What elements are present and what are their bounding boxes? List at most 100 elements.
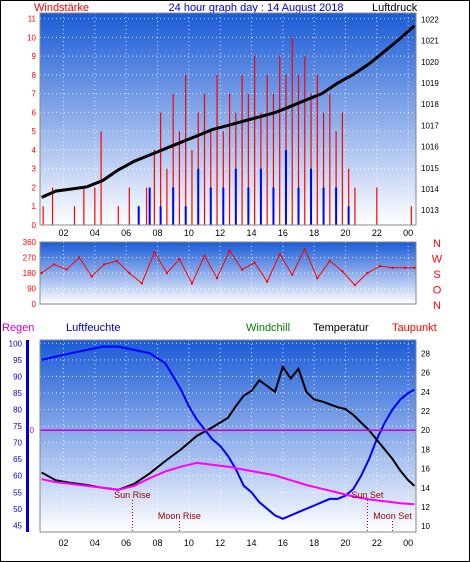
temperature-tick-label: 24 xyxy=(421,388,430,397)
x-tick-label: 16 xyxy=(278,538,288,548)
direction-tick-label: 180 xyxy=(23,269,37,278)
event-label: Moon Set xyxy=(373,511,412,521)
direction-point xyxy=(128,271,131,275)
direction-tick-label: 270 xyxy=(23,254,37,263)
wind-tick-label: 10 xyxy=(27,33,36,42)
direction-tick-label: 360 xyxy=(23,238,37,247)
direction-point xyxy=(215,276,219,280)
pressure-tick-label: 1017 xyxy=(421,121,439,130)
x-tick-label: 22 xyxy=(372,228,382,238)
direction-point xyxy=(203,254,206,257)
direction-point xyxy=(153,251,156,254)
humidity-tick-label: 60 xyxy=(13,472,22,481)
wind-tick-label: 2 xyxy=(32,183,37,192)
direction-point xyxy=(240,268,244,271)
wind-tick-label: 6 xyxy=(32,108,37,117)
humidity-tick-label: 80 xyxy=(13,406,22,415)
pressure-line xyxy=(40,24,416,199)
x-tick-label: 20 xyxy=(340,538,350,548)
pressure-tick-label: 1013 xyxy=(421,206,439,215)
x-tick-label: 00 xyxy=(403,538,413,548)
direction-point xyxy=(378,264,382,268)
x-tick-label: 08 xyxy=(152,228,162,238)
compass-label: N xyxy=(433,300,441,312)
x-tick-label: 14 xyxy=(246,538,256,548)
wind-tick-label: 7 xyxy=(32,90,37,99)
x-tick-label: 06 xyxy=(121,228,131,238)
wind-tick-label: 1 xyxy=(32,202,37,211)
direction-point xyxy=(52,263,56,266)
x-tick-label: 02 xyxy=(58,228,68,238)
temperature-label: Temperatur xyxy=(313,322,369,334)
x-tick-label: 06 xyxy=(121,538,131,548)
humidity-tick-label: 70 xyxy=(13,439,22,448)
rain-tick-label: 0 xyxy=(30,426,35,435)
wind-tick-label: 4 xyxy=(32,146,37,155)
humidity-tick-label: 100 xyxy=(9,339,23,348)
humidity-tick-label: 95 xyxy=(13,356,22,365)
dewpoint-line xyxy=(41,461,415,506)
wind-direction-series xyxy=(40,247,416,287)
pressure-axis-title: Luftdruck xyxy=(372,2,418,14)
wind-pressure-series xyxy=(40,24,416,225)
pressure-tick-label: 1016 xyxy=(421,143,439,152)
windchill-label: Windchill xyxy=(246,322,290,334)
pressure-tick-label: 1014 xyxy=(421,185,439,194)
direction-point xyxy=(140,282,144,285)
x-tick-label: 10 xyxy=(184,538,194,548)
compass-label: S xyxy=(433,269,440,281)
direction-point xyxy=(278,252,281,256)
x-tick-label: 00 xyxy=(403,228,413,238)
pressure-tick-label: 1018 xyxy=(421,100,439,109)
direction-tick-label: 0 xyxy=(32,300,37,309)
direction-point xyxy=(316,276,319,280)
temperature-tick-label: 22 xyxy=(421,407,430,416)
compass-label: W xyxy=(432,254,443,266)
direction-point xyxy=(253,261,256,264)
plot-border xyxy=(39,241,417,305)
temperature-tick-label: 12 xyxy=(421,503,430,512)
direction-point xyxy=(40,271,43,275)
pressure-tick-label: 1021 xyxy=(421,37,439,46)
pressure-tick-label: 1022 xyxy=(421,15,439,24)
event-label: Sun Rise xyxy=(114,490,151,500)
wind-tick-label: 0 xyxy=(32,221,37,230)
temperature-tick-label: 16 xyxy=(421,465,430,474)
rain-label: Regen xyxy=(2,322,34,334)
humidity-tick-label: 85 xyxy=(13,389,22,398)
wind-axis-title: Windstärke xyxy=(34,2,89,14)
humidity-tick-label: 75 xyxy=(13,422,22,431)
wind-tick-label: 5 xyxy=(32,127,37,136)
x-tick-label: 02 xyxy=(58,538,68,548)
x-tick-label: 20 xyxy=(340,228,350,238)
temperature-tick-label: 18 xyxy=(421,445,430,454)
chart-title: 24 hour graph day : 14 August 2018 xyxy=(169,2,344,14)
temperature-tick-label: 10 xyxy=(421,522,430,531)
humidity-label: Luftfeuchte xyxy=(66,322,120,334)
humidity-tick-label: 50 xyxy=(13,505,22,514)
plot-border xyxy=(39,12,417,226)
direction-point xyxy=(190,282,194,285)
wind-tick-label: 9 xyxy=(32,52,37,61)
direction-point xyxy=(178,258,181,261)
pressure-tick-label: 1019 xyxy=(421,79,439,88)
direction-point xyxy=(328,259,332,263)
direction-point xyxy=(90,275,93,278)
temperature-tick-label: 20 xyxy=(421,426,430,435)
wind-plot-area xyxy=(40,13,416,225)
pressure-tick-label: 1020 xyxy=(421,58,439,67)
direction-tick-label: 90 xyxy=(27,285,36,294)
humidity-tick-label: 65 xyxy=(13,455,22,464)
plot-border xyxy=(39,339,417,533)
direction-point xyxy=(303,247,306,251)
direction-point xyxy=(366,271,369,275)
compass-label: O xyxy=(433,285,442,297)
direction-point xyxy=(265,280,269,283)
direction-point xyxy=(165,271,169,275)
wind-tick-label: 8 xyxy=(32,71,37,80)
x-tick-label: 12 xyxy=(215,228,225,238)
x-tick-label: 04 xyxy=(90,538,100,548)
direction-point xyxy=(65,268,68,271)
x-tick-label: 18 xyxy=(309,538,319,548)
